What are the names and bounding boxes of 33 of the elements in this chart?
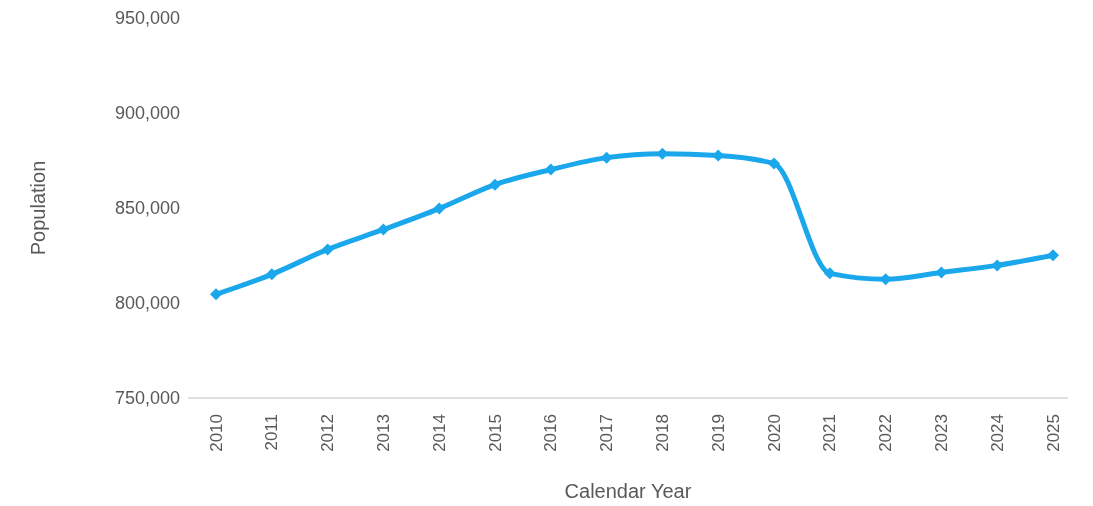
x-tick-label: 2016 <box>541 414 561 452</box>
point <box>377 223 390 236</box>
point <box>768 157 780 170</box>
x-tick-label: 2025 <box>1043 414 1063 452</box>
x-tick-label: 2018 <box>652 414 672 452</box>
x-tick-label: 2020 <box>764 414 784 452</box>
point <box>1047 249 1059 262</box>
x-tick-label: 2019 <box>708 414 728 452</box>
y-tick-label: 800,000 <box>114 293 180 314</box>
y-tick-label: 850,000 <box>114 198 180 219</box>
x-tick-label: 2012 <box>318 414 338 452</box>
x-tick-label: 2022 <box>876 414 896 452</box>
point <box>544 163 557 176</box>
point <box>321 243 334 256</box>
x-tick-label: 2024 <box>987 414 1007 452</box>
x-tick-label: 2021 <box>820 414 840 452</box>
x-tick-label: 2011 <box>262 414 282 451</box>
y-tick-label: 950,000 <box>114 8 180 29</box>
x-tick-label: 2014 <box>429 414 449 452</box>
point <box>210 288 222 301</box>
x-tick-label: 2013 <box>373 414 393 452</box>
point <box>265 268 278 281</box>
y-axis-title: Population <box>27 160 50 256</box>
x-tick-label: 2017 <box>597 414 617 452</box>
y-tick-label: 750,000 <box>114 388 180 409</box>
point <box>433 202 446 215</box>
point <box>489 178 501 191</box>
x-tick-label: 2010 <box>206 414 226 452</box>
point <box>823 267 836 280</box>
x-axis-title: Calendar Year <box>564 480 692 502</box>
x-tick-label: 2023 <box>931 414 951 452</box>
x-tick-label: 2015 <box>485 414 505 452</box>
y-tick-label: 900,000 <box>114 103 180 124</box>
